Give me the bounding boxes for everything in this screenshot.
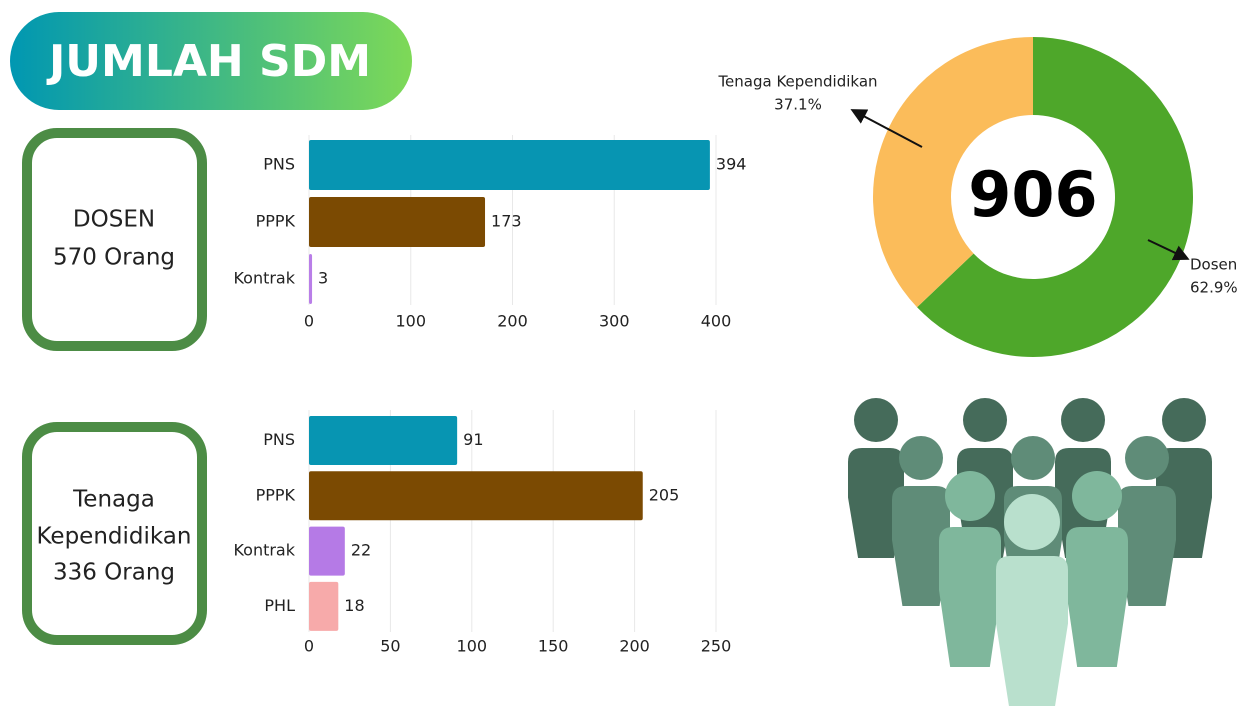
box-text: 336 Orang [53, 560, 175, 586]
category-label: PPPK [256, 212, 296, 231]
slice-value: 37.1% [774, 96, 822, 114]
person-body [939, 527, 1001, 667]
person-head [1072, 471, 1122, 521]
x-tick-label: 50 [380, 637, 400, 656]
bar [309, 197, 485, 247]
x-tick-label: 100 [395, 312, 426, 331]
category-label: PNS [263, 155, 295, 174]
person-head [1004, 494, 1060, 550]
x-tick-label: 0 [304, 637, 314, 656]
person-head [945, 471, 995, 521]
x-tick-label: 200 [619, 637, 650, 656]
bar [309, 582, 338, 631]
x-tick-label: 100 [457, 637, 488, 656]
person-head [1061, 398, 1105, 442]
person-body [996, 556, 1068, 706]
box-text: 570 Orang [53, 245, 175, 271]
value-label: 394 [716, 155, 747, 174]
bar [309, 140, 710, 190]
person-head [854, 398, 898, 442]
donut-total: 906 [968, 158, 1097, 231]
x-tick-label: 250 [701, 637, 732, 656]
bar [309, 254, 312, 304]
box-text: Tenaga [72, 487, 155, 513]
box [27, 133, 202, 346]
value-label: 18 [344, 596, 364, 615]
person-head [1011, 436, 1055, 480]
category-label: PPPK [256, 485, 296, 504]
slice-value: 62.9% [1190, 279, 1238, 297]
category-label: Kontrak [233, 541, 295, 560]
slice-label: Dosen [1190, 256, 1237, 274]
person-body [1066, 527, 1128, 667]
category-label: PHL [264, 596, 295, 615]
x-tick-label: 0 [304, 312, 314, 331]
value-label: 22 [351, 541, 371, 560]
person-head [899, 436, 943, 480]
category-label: Kontrak [233, 269, 295, 288]
value-label: 205 [649, 485, 680, 504]
box-text: Kependidikan [37, 524, 192, 550]
value-label: 3 [318, 269, 328, 288]
x-tick-label: 200 [497, 312, 528, 331]
bar [309, 471, 643, 520]
value-label: 173 [491, 212, 522, 231]
infographic: JUMLAH SDM DOSEN 570 Orang Tenaga Kepend… [0, 0, 1249, 706]
x-tick-label: 300 [599, 312, 630, 331]
x-tick-label: 150 [538, 637, 569, 656]
slice-label: Tenaga Kependidikan [717, 73, 877, 91]
title: JUMLAH SDM [46, 36, 371, 87]
person-head [963, 398, 1007, 442]
bar [309, 527, 345, 576]
person-head [1125, 436, 1169, 480]
category-label: PNS [263, 430, 295, 449]
person-head [1162, 398, 1206, 442]
box-text: DOSEN [73, 207, 155, 233]
bar [309, 416, 457, 465]
people-icon [848, 398, 1212, 706]
value-label: 91 [463, 430, 483, 449]
x-tick-label: 400 [701, 312, 732, 331]
